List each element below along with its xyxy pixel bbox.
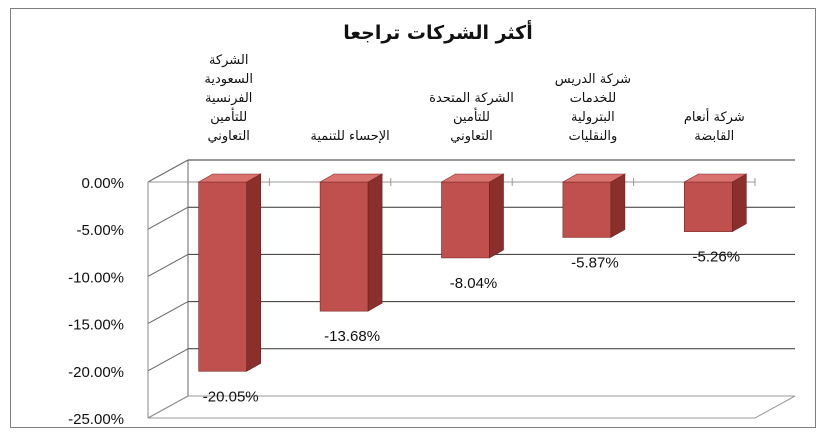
bar-side — [610, 173, 626, 238]
bar-side — [731, 173, 747, 233]
bar-top — [683, 173, 748, 183]
bar-side — [246, 173, 262, 372]
y-tick-label: 0.00% — [81, 175, 124, 192]
gridline-side — [147, 301, 189, 325]
category-label-line: للتأمين — [453, 107, 490, 125]
category-label-line: الشركة المتحدة — [429, 91, 514, 106]
gridline-side — [147, 348, 189, 372]
data-label: -5.26% — [693, 249, 741, 266]
gridline-side — [147, 159, 189, 183]
category-label-line: التعاوني — [450, 129, 492, 144]
category-label-line: القابضة — [694, 129, 734, 144]
category-label-line: للتأمين — [210, 107, 247, 125]
chart-frame — [10, 8, 816, 428]
category-label: الشركة السعودية الفرنسية للتأمين التعاوني — [204, 53, 253, 144]
bar — [198, 181, 247, 372]
category-label-line: والنقليات — [569, 129, 618, 144]
bar-top — [561, 173, 627, 183]
category-label-line: الشركة — [209, 53, 249, 68]
bar-top — [318, 173, 384, 183]
data-label: -5.87% — [571, 254, 619, 271]
category-label: شركة الدريس للخدمات البترولية والنقليات — [555, 72, 631, 144]
y-tick-label: -15.00% — [68, 317, 124, 334]
category-label: الشركة المتحدة للتأمين التعاوني — [429, 91, 514, 144]
bar-side — [489, 173, 504, 259]
gridline-side — [147, 206, 189, 230]
chart-title: أكثر الشركات تراجعا — [343, 20, 532, 44]
y-tick-label: -10.00% — [68, 269, 124, 286]
bar — [441, 181, 490, 259]
gridline-side — [147, 253, 189, 277]
category-label-line: التعاوني — [207, 129, 249, 144]
category-label-line: شركة أنعام — [684, 108, 745, 125]
category-label: شركة أنعام القابضة — [684, 108, 745, 144]
bar-top — [197, 173, 262, 183]
category-label-line: السعودية — [204, 72, 253, 87]
data-label: -8.04% — [450, 275, 498, 292]
bar — [319, 181, 369, 312]
category-label-line: للخدمات — [570, 91, 617, 106]
bar-side — [367, 173, 383, 312]
y-tick-label: -25.00% — [68, 411, 124, 428]
category-label: الإحساء للتنمية — [310, 129, 389, 144]
category-label-line: الإحساء للتنمية — [310, 129, 389, 144]
data-label: -13.68% — [324, 328, 380, 345]
bar-top — [440, 173, 505, 183]
category-label-line: البترولية — [571, 110, 615, 125]
data-label: -20.05% — [203, 388, 259, 405]
category-label-line: الفرنسية — [205, 91, 252, 106]
category-label-line: شركة الدريس — [555, 72, 631, 87]
y-tick-label: -20.00% — [68, 364, 124, 381]
chart-floor — [147, 395, 796, 419]
bar — [562, 181, 612, 238]
bar — [683, 181, 733, 232]
y-tick-label: -5.00% — [76, 222, 124, 239]
